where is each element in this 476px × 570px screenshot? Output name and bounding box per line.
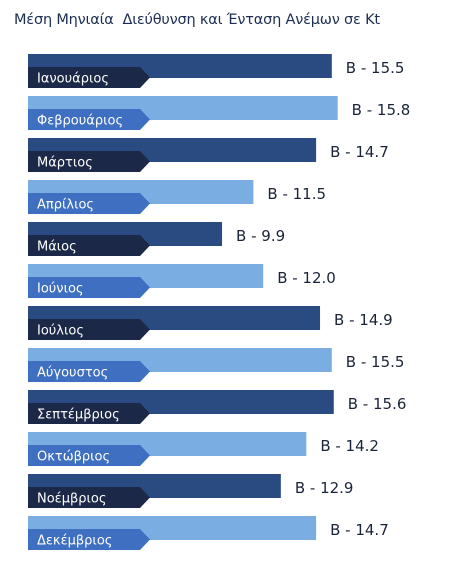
month-tab <box>28 403 150 424</box>
bar-value-label: Β - 15.5 <box>346 353 405 371</box>
chart-title: Μέση Μηνιαία Διεύθυνση και Ένταση Ανέμων… <box>14 12 380 28</box>
month-tab <box>28 319 150 340</box>
month-row: Δεκέμβριος Β - 14.7 <box>28 516 389 550</box>
month-row: Σεπτέμβριος Β - 15.6 <box>28 390 406 424</box>
month-label: Ιούνιος <box>37 282 84 297</box>
bar-value-label: Β - 9.9 <box>236 227 285 245</box>
month-label: Ιανουάριος <box>37 72 109 87</box>
month-row: Μάρτιος Β - 14.7 <box>28 138 389 172</box>
bar-value-label: Β - 15.8 <box>352 101 411 119</box>
bar-value-label: Β - 14.2 <box>320 437 379 455</box>
month-label: Οκτώβριος <box>37 450 110 465</box>
month-label: Αύγουστος <box>37 366 108 381</box>
month-tab <box>28 487 150 508</box>
month-tab <box>28 193 150 214</box>
month-tab <box>28 235 150 256</box>
month-row: Φεβρουάριος Β - 15.8 <box>28 96 410 130</box>
month-row: Ιανουάριος Β - 15.5 <box>28 54 404 88</box>
month-row: Μάιος Β - 9.9 <box>28 222 285 256</box>
month-tab <box>28 151 150 172</box>
month-tab <box>28 445 150 466</box>
month-label: Ιούλιος <box>37 324 84 339</box>
month-label: Απρίλιος <box>37 198 94 213</box>
month-row: Οκτώβριος Β - 14.2 <box>28 432 379 466</box>
month-label: Φεβρουάριος <box>37 114 123 129</box>
month-tab <box>28 361 150 382</box>
month-label: Δεκέμβριος <box>37 534 112 549</box>
bar-value-label: Β - 11.5 <box>267 185 326 203</box>
month-tab <box>28 67 150 88</box>
bar-value-label: Β - 12.9 <box>295 479 354 497</box>
month-row: Ιούνιος Β - 12.0 <box>28 264 336 298</box>
month-label: Σεπτέμβριος <box>37 408 120 423</box>
bar-value-label: Β - 12.0 <box>277 269 336 287</box>
month-label: Μάιος <box>37 240 77 255</box>
month-row: Ιούλιος Β - 14.9 <box>28 306 393 340</box>
bar-value-label: Β - 14.9 <box>334 311 393 329</box>
month-row: Απρίλιος Β - 11.5 <box>28 180 326 214</box>
month-tab <box>28 529 150 550</box>
bar-value-label: Β - 15.6 <box>348 395 407 413</box>
bar-value-label: Β - 14.7 <box>330 143 389 161</box>
month-tab <box>28 277 150 298</box>
month-label: Μάρτιος <box>37 156 93 171</box>
bar-value-label: Β - 14.7 <box>330 521 389 539</box>
month-row: Νοέμβριος Β - 12.9 <box>28 474 353 508</box>
month-row: Αύγουστος Β - 15.5 <box>28 348 404 382</box>
bar-value-label: Β - 15.5 <box>346 59 405 77</box>
month-tab <box>28 109 150 130</box>
month-label: Νοέμβριος <box>37 492 107 507</box>
